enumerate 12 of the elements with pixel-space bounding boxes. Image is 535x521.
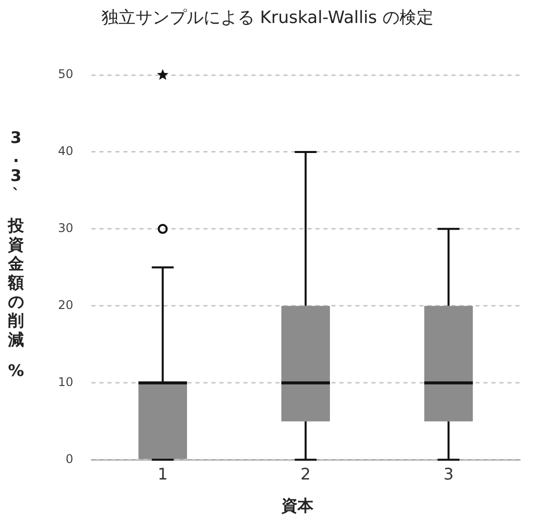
x-tick-label: 2: [300, 464, 311, 484]
x-tick-label: 1: [158, 464, 168, 484]
y-tick-label: 40: [58, 144, 74, 158]
x-axis-title: 資本: [280, 496, 314, 517]
text: 3.3` 投資金額の削減 %: [8, 128, 24, 380]
y-tick-label: 20: [58, 298, 74, 312]
y-tick-label: 50: [58, 67, 74, 82]
y-tick-label: 0: [66, 452, 74, 466]
x-tick-label: 3: [443, 464, 454, 484]
y-tick-label: 10: [58, 374, 74, 389]
chart-title: 独立サンプルによる Kruskal-Wallis の検定: [100, 7, 434, 29]
y-tick-label: 30: [58, 221, 74, 236]
